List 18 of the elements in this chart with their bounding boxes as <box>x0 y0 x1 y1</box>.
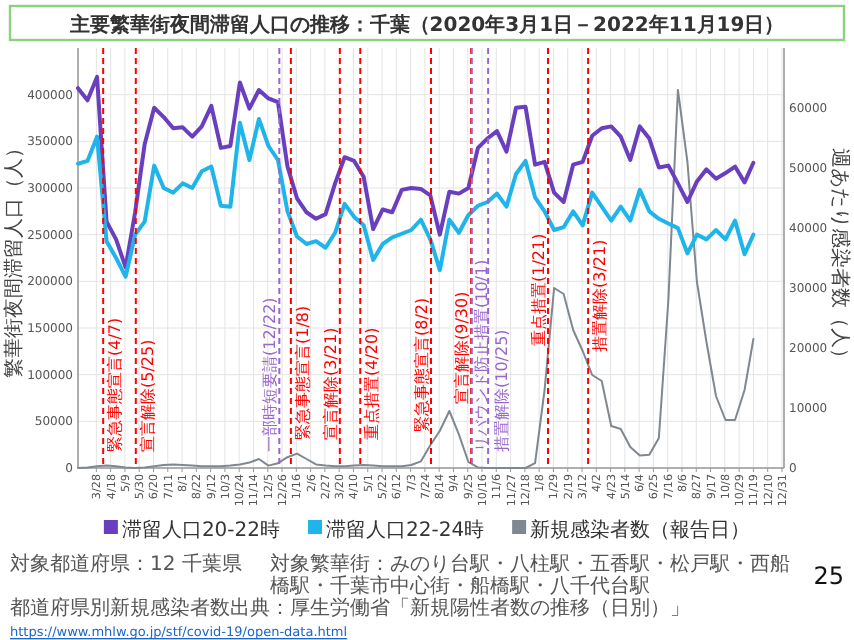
ref-line-label: 措置解除(10/25) <box>493 329 512 452</box>
ref-line-label: 宣言解除(5/25) <box>138 339 157 452</box>
ref-line-label: 一部時短要請(12/22) <box>261 297 280 452</box>
legend-label: 滞留人口22-24時 <box>326 518 485 542</box>
legend-label: 滞留人口20-22時 <box>121 518 280 542</box>
ref-line-label: 緊急事態宣言(4/7) <box>106 317 125 452</box>
ref-line-label: 重点措置(1/21) <box>529 233 548 346</box>
ref-line-label: 措置解除(3/21) <box>591 239 610 352</box>
ref-line-label: 重点措置(4/20) <box>363 327 382 440</box>
title: 主要繁華街夜間滞留人口の推移：千葉（2020年3月1日－2022年11月19日） <box>8 4 846 42</box>
ref-line-label: 宣言解除(3/21) <box>321 327 340 440</box>
ref-line-label: 宣言解除(9/30) <box>453 291 472 404</box>
y2-axis-title: 週あたり感染者数（人） <box>828 148 852 368</box>
y-axis-title: 繁華街夜間滞留人口（人） <box>2 138 26 378</box>
legend-label: 新規感染者数（報告日） <box>530 518 751 542</box>
ref-line-label: 緊急事態宣言(1/8) <box>293 305 312 440</box>
ref-line-label: 緊急事態宣言(8/2) <box>413 297 431 432</box>
chart-title: 主要繁華街夜間滞留人口の推移：千葉（2020年3月1日－2022年11月19日） <box>67 13 785 37</box>
